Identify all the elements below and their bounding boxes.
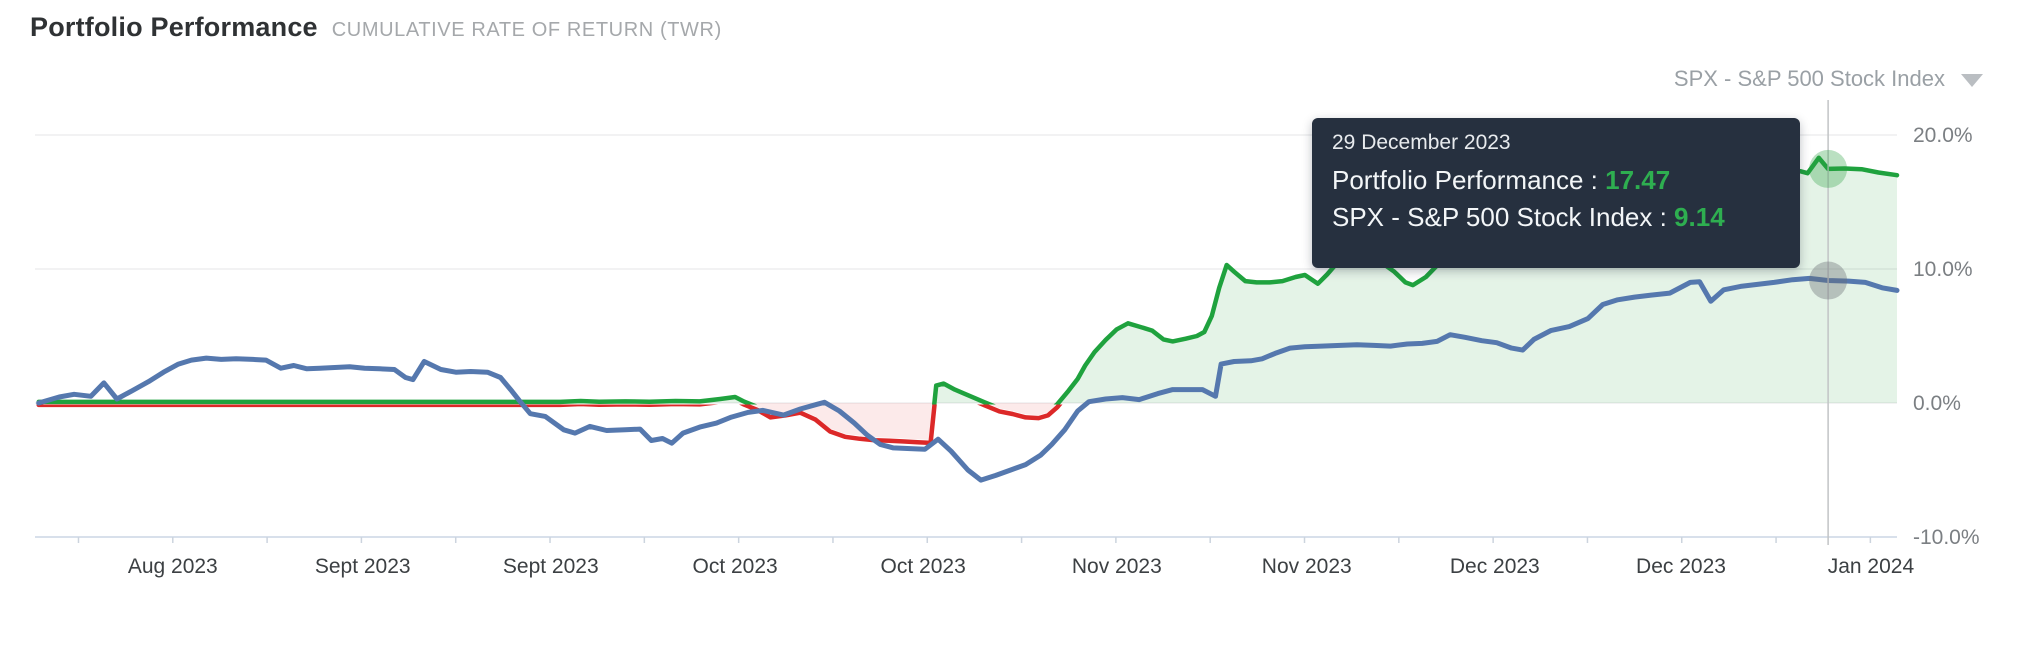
benchmark-selector-label: SPX - S&P 500 Stock Index	[1673, 66, 1945, 91]
page-subtitle: CUMULATIVE RATE OF RETURN (TWR)	[331, 19, 722, 41]
svg-text:Sept 2023: Sept 2023	[503, 555, 599, 578]
benchmark-selector[interactable]: SPX - S&P 500 Stock Index	[1674, 66, 1983, 92]
svg-text:Aug 2023: Aug 2023	[128, 555, 218, 578]
svg-text:Nov 2023: Nov 2023	[1072, 555, 1162, 578]
hover-marker	[1809, 261, 1848, 300]
benchmark-line	[36, 275, 1900, 483]
hover-marker	[1809, 149, 1848, 188]
svg-text:Dec 2023: Dec 2023	[1450, 555, 1540, 578]
x-axis-ticks	[77, 537, 1872, 543]
x-axis-labels: Aug 2023 Sept 2023 Sept 2023 Oct 2023 Oct 20…	[128, 555, 1915, 578]
svg-text:Oct 2023: Oct 2023	[692, 555, 777, 578]
chart-tooltip: 29 December 2023 Portfolio Performance :…	[1312, 118, 1800, 268]
svg-text:10.0%: 10.0%	[1913, 258, 1973, 281]
tooltip-portfolio-value: 17.47	[1605, 165, 1671, 195]
svg-text:Sept 2023: Sept 2023	[315, 555, 411, 578]
page-title: Portfolio Performance	[30, 12, 318, 42]
svg-text:20.0%: 20.0%	[1913, 124, 1973, 147]
svg-text:0.0%: 0.0%	[1913, 392, 1961, 415]
svg-text:Nov 2023: Nov 2023	[1262, 555, 1352, 578]
tooltip-row-benchmark: SPX - S&P 500 Stock Index : 9.14	[1332, 201, 1725, 232]
page-header: Portfolio Performance CUMULATIVE RATE OF…	[30, 12, 722, 43]
chevron-down-icon	[1961, 74, 1983, 87]
tooltip-row-portfolio: Portfolio Performance : 17.47	[1332, 165, 1671, 195]
tooltip-benchmark-value: 9.14	[1674, 201, 1725, 232]
svg-text:Dec 2023: Dec 2023	[1636, 555, 1726, 578]
svg-text:Jan 2024: Jan 2024	[1828, 555, 1915, 578]
svg-text:Oct 2023: Oct 2023	[881, 555, 966, 578]
tooltip-date: 29 December 2023	[1332, 131, 1511, 154]
svg-text:-10.0%: -10.0%	[1913, 526, 1980, 549]
